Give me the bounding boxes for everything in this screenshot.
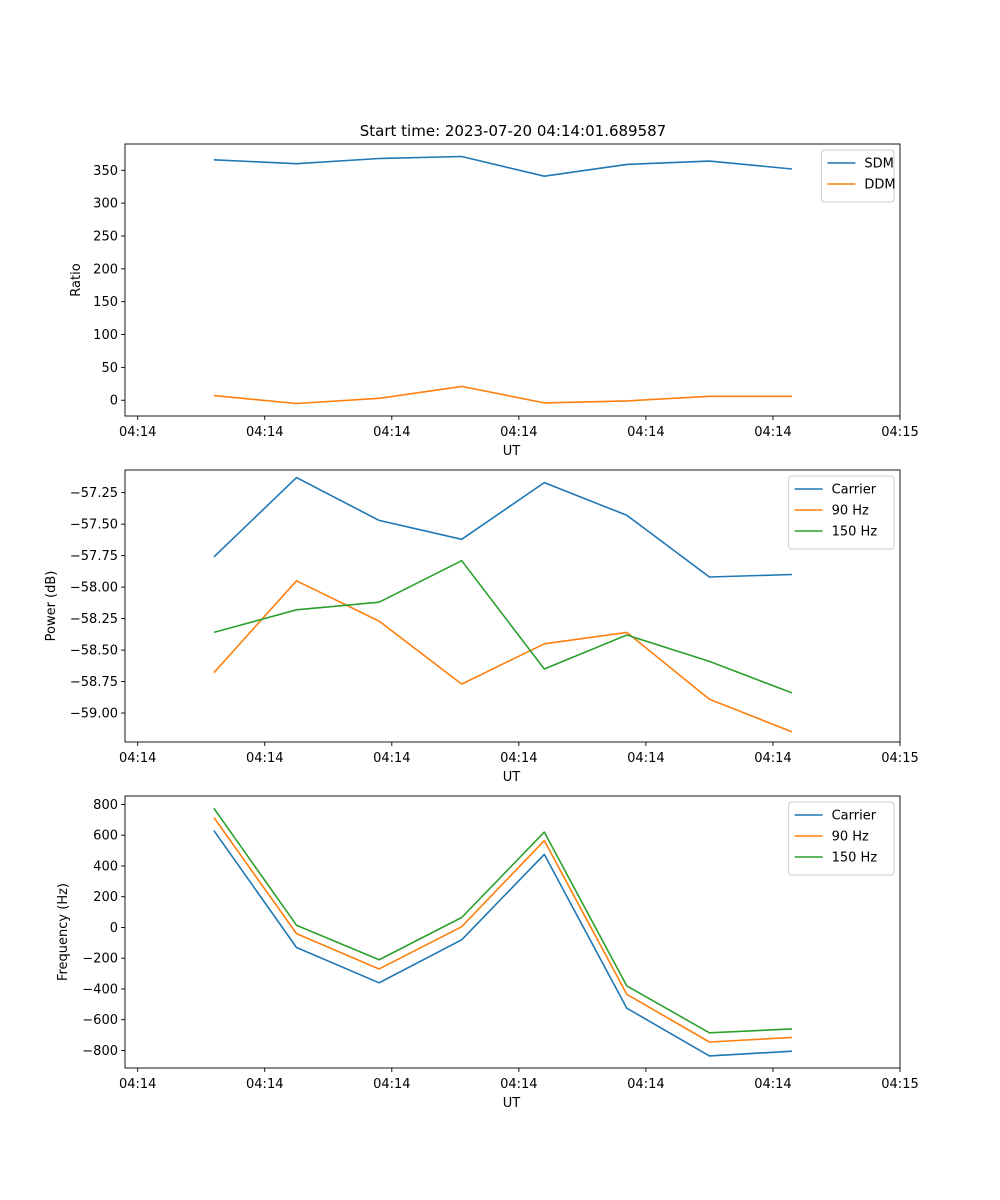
series-line-ddm bbox=[213, 385, 792, 405]
x-tick-label: 04:14 bbox=[246, 425, 283, 440]
legend-label: Carrier bbox=[832, 483, 877, 498]
series-line-90-hz bbox=[213, 817, 793, 1043]
x-tick-label: 04:14 bbox=[246, 751, 283, 766]
y-tick-label: −59.00 bbox=[70, 707, 118, 722]
x-tick-label: 04:14 bbox=[754, 425, 791, 440]
x-tick-label: 04:14 bbox=[500, 425, 537, 440]
x-axis-label: UT bbox=[503, 1096, 521, 1111]
y-tick-label: 0 bbox=[110, 394, 118, 409]
x-tick-label: 04:14 bbox=[373, 751, 410, 766]
plots: 04:14 04:14 04:14 04:14 04:14 04:14 04:15 0 50 10… bbox=[44, 143, 919, 1111]
legend-label: 90 Hz bbox=[832, 504, 869, 519]
y-axis-label: Ratio bbox=[69, 263, 84, 296]
y-axis-label: Frequency (Hz) bbox=[56, 883, 71, 981]
x-tick-label: 04:14 bbox=[119, 425, 156, 440]
series-line-150-hz bbox=[213, 807, 793, 1034]
x-tick-label: 04:14 bbox=[627, 751, 664, 766]
x-tick-label: 04:14 bbox=[627, 1077, 664, 1092]
y-tick-label: −58.25 bbox=[70, 612, 118, 627]
y-tick-label: −58.50 bbox=[70, 644, 118, 659]
y-tick-label: 250 bbox=[93, 229, 118, 244]
y-tick-label: 50 bbox=[101, 361, 118, 376]
legend-label: 150 Hz bbox=[832, 851, 878, 866]
x-axis-label: UT bbox=[503, 770, 521, 785]
axes-frame bbox=[124, 143, 901, 417]
x-tick-label: 04:15 bbox=[881, 425, 918, 440]
x-tick-label: 04:14 bbox=[500, 751, 537, 766]
y-tick-label: 100 bbox=[93, 328, 118, 343]
axes-frame bbox=[124, 795, 901, 1069]
y-tick-label: −58.75 bbox=[70, 675, 118, 690]
x-tick-label: 04:14 bbox=[119, 1077, 156, 1092]
x-tick-label: 04:15 bbox=[881, 751, 918, 766]
legend-label: Carrier bbox=[832, 809, 877, 824]
legend-label: SDM bbox=[864, 157, 893, 172]
y-tick-label: −57.25 bbox=[70, 486, 118, 501]
y-tick-label: −57.50 bbox=[70, 518, 118, 533]
axes-frame bbox=[124, 469, 901, 743]
x-tick-label: 04:14 bbox=[754, 751, 791, 766]
x-tick-label: 04:14 bbox=[119, 751, 156, 766]
plot-2: 04:14 04:14 04:14 04:14 04:14 04:14 04:15 −59.0… bbox=[44, 469, 919, 785]
x-tick-label: 04:14 bbox=[373, 425, 410, 440]
y-tick-label: −58.00 bbox=[70, 581, 118, 596]
x-axis-label: UT bbox=[503, 444, 521, 459]
x-tick-label: 04:14 bbox=[500, 1077, 537, 1092]
y-tick-label: 600 bbox=[93, 829, 118, 844]
legend: Carrier 90 Hz 150 Hz bbox=[788, 475, 895, 550]
series-line-carrier bbox=[213, 476, 793, 578]
legend: Carrier 90 Hz 150 Hz bbox=[788, 801, 895, 876]
y-tick-label: 200 bbox=[93, 890, 118, 905]
series-line-carrier bbox=[213, 830, 793, 1057]
x-tick-label: 04:14 bbox=[246, 1077, 283, 1092]
y-tick-label: 300 bbox=[93, 197, 118, 212]
y-tick-label: −600 bbox=[82, 1013, 118, 1028]
y-tick-label: 200 bbox=[93, 262, 118, 277]
x-tick-label: 04:14 bbox=[754, 1077, 791, 1092]
y-axis-label: Power (dB) bbox=[44, 571, 59, 642]
x-tick-label: 04:14 bbox=[373, 1077, 410, 1092]
legend: SDM DDM bbox=[820, 149, 896, 203]
y-tick-label: 800 bbox=[93, 798, 118, 813]
x-tick-label: 04:14 bbox=[627, 425, 664, 440]
plot-1: 04:14 04:14 04:14 04:14 04:14 04:14 04:15 0 50 10… bbox=[69, 143, 919, 459]
legend-label: DDM bbox=[864, 178, 895, 193]
y-tick-label: 400 bbox=[93, 859, 118, 874]
series-line-sdm bbox=[213, 155, 793, 177]
y-tick-label: −200 bbox=[82, 952, 118, 967]
legend-label: 150 Hz bbox=[832, 525, 878, 540]
legend-label: 90 Hz bbox=[832, 830, 869, 845]
y-tick-label: 150 bbox=[93, 295, 118, 310]
y-tick-label: −400 bbox=[82, 982, 118, 997]
y-tick-label: −57.75 bbox=[70, 549, 118, 564]
y-tick-label: −800 bbox=[82, 1044, 118, 1059]
series-line-90-hz bbox=[213, 579, 793, 733]
y-tick-label: 350 bbox=[93, 164, 118, 179]
y-tick-label: 0 bbox=[110, 921, 118, 936]
plot-3: 04:14 04:14 04:14 04:14 04:14 04:14 04:15 −800 −… bbox=[56, 795, 919, 1111]
x-tick-label: 04:15 bbox=[881, 1077, 918, 1092]
series-line-150-hz bbox=[213, 559, 793, 694]
chart-title: Start time: 2023-07-20 04:14:01.689587 bbox=[360, 122, 666, 140]
